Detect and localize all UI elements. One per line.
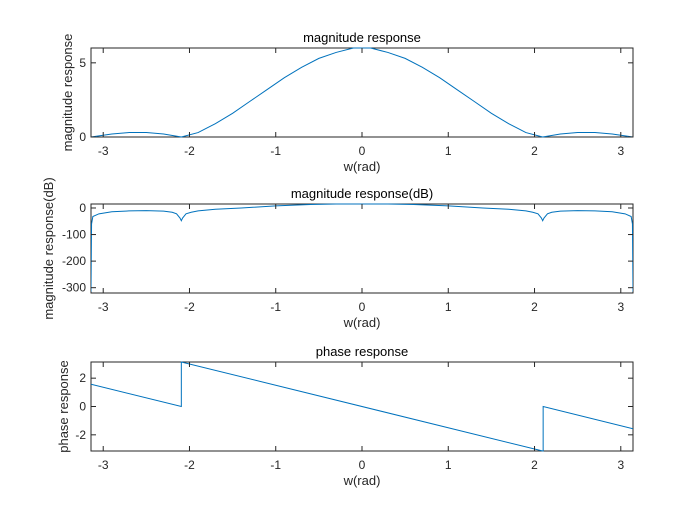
subplot-2: -3 -2 -1 0 1 2 3 0 -100 -200 -300 magnitude respons… (41, 177, 634, 330)
x-tick-label: 3 (617, 300, 624, 314)
x-tick-label: 0 (359, 458, 366, 472)
chart-title: phase response (316, 344, 409, 359)
x-tick-label: -3 (98, 300, 109, 314)
x-tick-label: 2 (531, 144, 538, 158)
y-axis-label: magnitude response(dB) (41, 177, 56, 319)
x-tick-label: 0 (359, 300, 366, 314)
x-tick-label: 3 (617, 144, 624, 158)
x-axis-label: w(rad) (343, 159, 381, 174)
x-tick-label: -2 (184, 300, 195, 314)
x-tick-label: -2 (184, 458, 195, 472)
y-tick-label: 0 (79, 201, 86, 215)
chart-title: magnitude response(dB) (291, 186, 433, 201)
x-tick-label: -1 (270, 458, 281, 472)
y-axis-label: phase response (56, 360, 71, 453)
x-tick-label: 1 (445, 144, 452, 158)
subplot-3: -3 -2 -1 0 1 2 3 2 0 -2 phase response w(rad) phase … (56, 344, 634, 488)
y-tick-label: 5 (79, 56, 86, 70)
y-tick-label: 0 (79, 130, 86, 144)
y-axis-label: magnitude response (60, 34, 75, 152)
x-axis-label: w(rad) (343, 473, 381, 488)
x-tick-label: -3 (98, 144, 109, 158)
x-tick-label: 0 (359, 144, 366, 158)
series-line (91, 361, 633, 452)
x-axis-label: w(rad) (343, 315, 381, 330)
x-tick-label: -1 (270, 144, 281, 158)
x-tick-label: 1 (445, 300, 452, 314)
y-tick-label: -2 (75, 428, 86, 442)
y-tick-label: -300 (62, 281, 86, 295)
x-tick-label: 1 (445, 458, 452, 472)
x-tick-label: -2 (184, 144, 195, 158)
x-tick-label: 2 (531, 458, 538, 472)
x-tick-label: 3 (617, 458, 624, 472)
y-tick-label: -200 (62, 254, 86, 268)
y-tick-label: 2 (79, 371, 86, 385)
y-tick-label: -100 (62, 228, 86, 242)
subplot-1: -3 -2 -1 0 1 2 3 0 5 magnitude response w(rad) magn… (60, 30, 634, 174)
x-tick-label: -1 (270, 300, 281, 314)
chart-title: magnitude response (303, 30, 421, 45)
y-tick-label: 0 (79, 400, 86, 414)
x-tick-label: -3 (98, 458, 109, 472)
x-tick-label: 2 (531, 300, 538, 314)
